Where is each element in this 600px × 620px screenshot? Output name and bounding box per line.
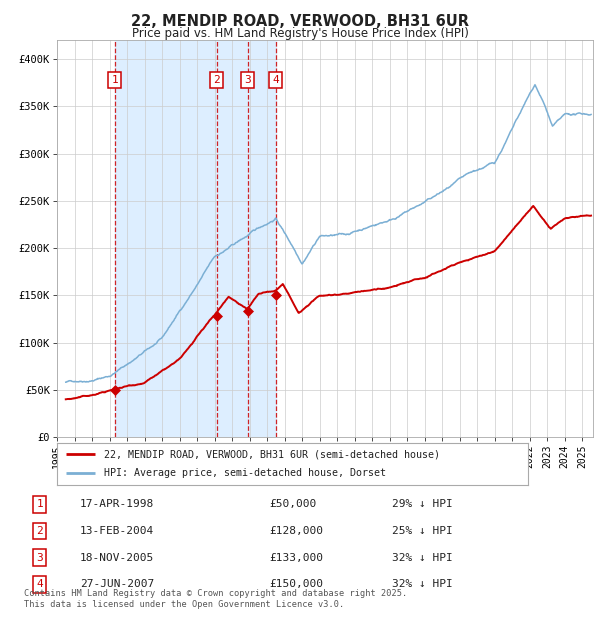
Text: 2: 2 xyxy=(36,526,43,536)
Text: 25% ↓ HPI: 25% ↓ HPI xyxy=(392,526,453,536)
Text: 3: 3 xyxy=(244,75,251,85)
Text: 18-NOV-2005: 18-NOV-2005 xyxy=(80,552,154,563)
Text: 22, MENDIP ROAD, VERWOOD, BH31 6UR (semi-detached house): 22, MENDIP ROAD, VERWOOD, BH31 6UR (semi… xyxy=(104,449,440,459)
Text: 1: 1 xyxy=(111,75,118,85)
Text: £150,000: £150,000 xyxy=(269,579,323,590)
Text: 13-FEB-2004: 13-FEB-2004 xyxy=(80,526,154,536)
Text: 29% ↓ HPI: 29% ↓ HPI xyxy=(392,499,453,510)
Text: Price paid vs. HM Land Registry's House Price Index (HPI): Price paid vs. HM Land Registry's House … xyxy=(131,27,469,40)
Text: 32% ↓ HPI: 32% ↓ HPI xyxy=(392,552,453,563)
Text: 17-APR-1998: 17-APR-1998 xyxy=(80,499,154,510)
Text: 22, MENDIP ROAD, VERWOOD, BH31 6UR: 22, MENDIP ROAD, VERWOOD, BH31 6UR xyxy=(131,14,469,29)
Text: £133,000: £133,000 xyxy=(269,552,323,563)
Text: 1: 1 xyxy=(36,499,43,510)
Text: HPI: Average price, semi-detached house, Dorset: HPI: Average price, semi-detached house,… xyxy=(104,469,386,479)
Text: 27-JUN-2007: 27-JUN-2007 xyxy=(80,579,154,590)
Text: Contains HM Land Registry data © Crown copyright and database right 2025.
This d: Contains HM Land Registry data © Crown c… xyxy=(24,590,407,609)
Text: 4: 4 xyxy=(36,579,43,590)
Text: 2: 2 xyxy=(214,75,220,85)
Text: 32% ↓ HPI: 32% ↓ HPI xyxy=(392,579,453,590)
Bar xyxy=(115,40,275,437)
Text: £50,000: £50,000 xyxy=(269,499,317,510)
Text: 4: 4 xyxy=(272,75,279,85)
Text: £128,000: £128,000 xyxy=(269,526,323,536)
Text: 3: 3 xyxy=(36,552,43,563)
